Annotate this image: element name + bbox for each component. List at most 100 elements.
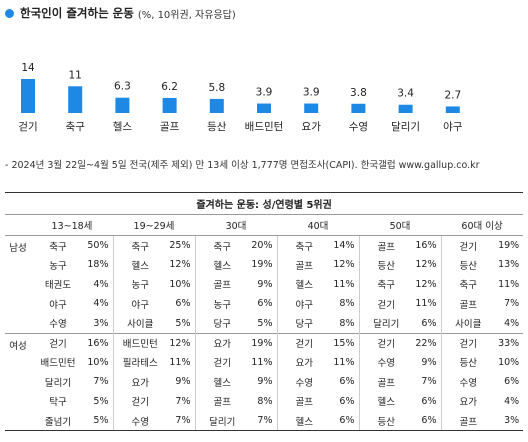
sport-name: 수영 xyxy=(459,377,477,389)
sport-name: 걷기 xyxy=(131,397,149,409)
sport-name: 요가 xyxy=(459,397,477,409)
gender-label: 남성 xyxy=(5,235,31,333)
age-header-blank xyxy=(5,215,31,236)
bar-요가 xyxy=(304,103,319,113)
sport-name: 축구 xyxy=(459,280,477,292)
sport-name: 걷기 xyxy=(213,358,231,370)
sport-percent: 8% xyxy=(331,313,360,333)
bar-야구 xyxy=(445,106,460,113)
bar-chart: 14 걷기 11 축구 6.3 헬스 6.2 골프 5.8 등산 3.9 배드민턴 3.9 요가 3.8 수영… xyxy=(18,62,463,133)
bar-value-label: 5.8 xyxy=(208,82,225,94)
sport-name: 야구 xyxy=(131,299,149,311)
sport-percent: 19% xyxy=(495,235,524,255)
chart-title: 한국인이 즐겨하는 운동 xyxy=(20,6,134,20)
sport-percent: 7% xyxy=(167,391,196,411)
sport-percent: 10% xyxy=(167,274,196,294)
sport-name: 줄넘기 xyxy=(31,411,85,431)
sport-percent: 5% xyxy=(249,313,278,333)
table-row: 수영 3% 사이클 5% 당구 5% 당구 8% 달리기 6% 사이클 4% xyxy=(5,313,523,333)
sport-name: 골프 xyxy=(295,397,313,409)
sport-name: 골프 xyxy=(459,299,477,311)
sport-percent: 6% xyxy=(249,294,278,314)
sport-percent: 9% xyxy=(249,372,278,392)
category-label: 요가 xyxy=(302,121,322,133)
sport-percent: 11% xyxy=(249,352,278,372)
sport-percent: 6% xyxy=(331,411,360,431)
sport-percent: 4% xyxy=(504,395,520,407)
sport-percent: 10% xyxy=(85,352,114,372)
sport-percent: 5% xyxy=(167,313,196,333)
sport-percent: 12% xyxy=(413,274,442,294)
sport-name: 헬스 xyxy=(213,260,231,272)
sport-percent: 5% xyxy=(85,391,114,411)
sport-percent: 14% xyxy=(331,235,360,255)
sport-percent: 11% xyxy=(413,294,442,314)
age-header-row: 13~18세 19~29세 30대 40대 50대 60대 이상 xyxy=(5,214,524,236)
sport-name: 사이클 xyxy=(455,319,482,330)
sport-name: 달리기 xyxy=(195,411,249,431)
sport-percent: 12% xyxy=(167,255,196,275)
age-group-header: 60대 이상 xyxy=(441,214,524,236)
sport-percent: 11% xyxy=(498,278,520,290)
category-label: 등산 xyxy=(207,121,227,133)
age-group-header: 30대 xyxy=(195,214,277,236)
sport-percent: 6% xyxy=(413,313,442,333)
bar-등산 xyxy=(209,98,224,113)
chart-title-row: 한국인이 즐겨하는 운동 (%, 10위권, 자유응답) xyxy=(5,6,236,21)
category-label: 골프 xyxy=(160,121,180,133)
bar-걷기 xyxy=(21,79,35,113)
table-body: 남성 축구 50% 축구 25% 축구 20% 축구 14% 골프 16% 걷기 19% 농구 18% 헬스 1… xyxy=(5,235,524,431)
sport-name: 헬스 xyxy=(295,280,313,292)
sport-name: 등산 xyxy=(459,358,477,370)
sport-name: 수영 xyxy=(113,411,167,431)
sport-percent: 7% xyxy=(249,411,278,431)
sport-name: 걷기 xyxy=(277,332,331,353)
sport-percent: 19% xyxy=(249,332,278,353)
sport-name: 걷기 xyxy=(359,332,413,353)
sport-percent: 9% xyxy=(413,352,442,372)
sport-percent: 6% xyxy=(504,376,520,388)
sport-percent: 11% xyxy=(331,274,360,294)
sport-percent: 19% xyxy=(249,255,278,275)
category-label: 야구 xyxy=(443,120,463,133)
chart-subtitle: (%, 10위권, 자유응답) xyxy=(137,9,236,21)
sport-percent: 3% xyxy=(495,411,524,431)
sport-name: 축구 xyxy=(195,235,249,255)
category-label: 헬스 xyxy=(113,121,133,133)
sport-percent: 6% xyxy=(331,391,360,411)
sport-name: 걷기 xyxy=(31,332,85,353)
sport-name: 사이클 xyxy=(127,319,154,330)
sport-name: 걷기 xyxy=(441,332,495,353)
sport-name: 배드민턴 xyxy=(113,332,167,353)
sport-name: 헬스 xyxy=(277,411,331,431)
sport-name: 골프 xyxy=(295,260,313,272)
sport-name: 수영 xyxy=(377,358,395,370)
bar-수영 xyxy=(351,103,366,113)
bar-value-label: 6.3 xyxy=(114,81,131,93)
bullet-dot-icon xyxy=(5,8,14,18)
sport-percent: 6% xyxy=(331,372,360,392)
sport-name: 등산 xyxy=(377,260,395,272)
sport-percent: 9% xyxy=(167,372,196,392)
bar-value-label: 3.8 xyxy=(350,87,367,99)
bar-value-label: 11 xyxy=(69,69,82,81)
table-row: 줄넘기 5% 수영 7% 달리기 7% 헬스 6% 등산 6% 골프 3% xyxy=(5,411,524,431)
sport-percent: 7% xyxy=(504,298,520,310)
sport-percent: 8% xyxy=(249,391,278,411)
sport-percent: 12% xyxy=(413,255,442,275)
sport-name: 농구 xyxy=(213,299,231,311)
sport-percent: 4% xyxy=(504,317,520,329)
sport-percent: 12% xyxy=(167,332,196,353)
sport-percent: 10% xyxy=(498,356,520,368)
sport-percent: 3% xyxy=(85,313,114,333)
sport-name: 골프 xyxy=(441,411,495,431)
age-group-header: 13~18세 xyxy=(31,214,113,236)
sport-percent: 7% xyxy=(413,372,442,392)
table-row: 배드민턴 10% 필라테스 11% 걷기 11% 요가 11% 수영 9% 등산 10% xyxy=(5,352,523,372)
breakdown-table: 즐겨하는 운동: 성/연령별 5위권 13~18세 19~29세 30대 40대 50대… xyxy=(5,192,524,431)
sport-name: 헬스 xyxy=(213,377,231,389)
sport-name: 달리기 xyxy=(44,377,72,389)
sport-name: 수영 xyxy=(49,319,67,330)
sport-name: 농구 xyxy=(131,280,149,292)
sport-percent: 6% xyxy=(167,294,196,314)
